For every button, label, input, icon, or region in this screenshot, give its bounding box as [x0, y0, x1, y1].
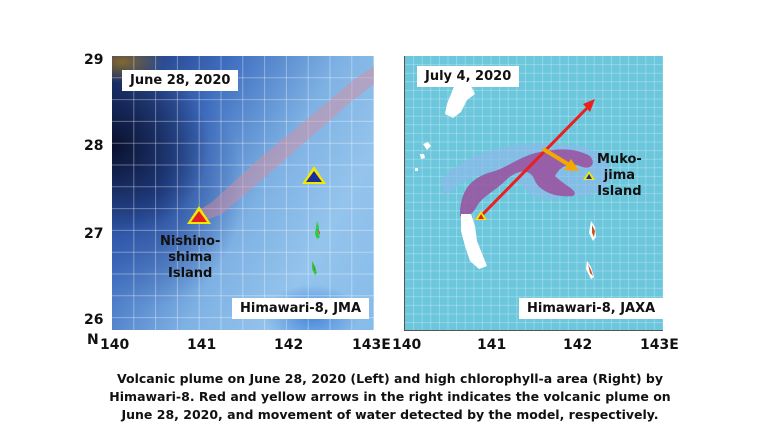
source-label: Himawari-8, JAXA	[519, 298, 663, 319]
y-tick-27: 27	[84, 226, 104, 242]
high-chlorophyll-area	[460, 149, 593, 217]
y-tick-28: 28	[84, 138, 104, 154]
right-x-tick-140: 140	[392, 337, 422, 353]
left-x-tick-143: 143E	[352, 337, 391, 353]
water-movement-arrow-head	[564, 159, 579, 171]
left-x-tick-140: 140	[100, 337, 130, 353]
date-label: July 4, 2020	[417, 66, 520, 87]
chichijima-island	[315, 221, 320, 239]
figure-caption: Volcanic plume on June 28, 2020 (Left) a…	[109, 371, 671, 422]
y-axis-unit: N	[87, 332, 99, 348]
left-map-overlay	[112, 56, 374, 330]
nishinoshima-label: Nishino- shima Island	[160, 234, 221, 281]
y-tick-29: 29	[84, 52, 104, 68]
right-chlorophyll-map: July 4, 2020 Himawari-8, JAXA Muko- jima…	[404, 56, 663, 331]
source-label: Himawari-8, JMA	[232, 298, 370, 319]
volcanic-plume	[198, 66, 374, 221]
nishinoshima-marker	[475, 211, 487, 220]
left-x-tick-142: 142	[274, 337, 304, 353]
date-label: June 28, 2020	[122, 70, 239, 91]
hahajima-island	[586, 261, 594, 279]
left-x-tick-141: 141	[187, 337, 217, 353]
y-tick-26: 26	[84, 312, 104, 328]
volcanic-plume-arrow	[479, 102, 593, 218]
right-map-overlay	[405, 56, 663, 330]
left-satellite-map: June 28, 2020 Himawari-8, JMA Nishino- s…	[112, 56, 374, 330]
volcanic-plume-arrow-head	[583, 99, 595, 112]
right-x-tick-142: 142	[563, 337, 593, 353]
volcanic-island-marker	[187, 206, 211, 224]
mukojima-label: Muko- jima Island	[597, 152, 642, 199]
right-x-tick-143: 143E	[640, 337, 679, 353]
lat-lon-grid	[112, 56, 374, 330]
mukojima-marker	[583, 171, 595, 180]
right-x-tick-141: 141	[477, 337, 507, 353]
chichijima-island	[589, 221, 596, 241]
hahajima-island	[312, 261, 317, 275]
mukojima-marker	[302, 166, 326, 184]
water-movement-arrow	[541, 147, 573, 168]
